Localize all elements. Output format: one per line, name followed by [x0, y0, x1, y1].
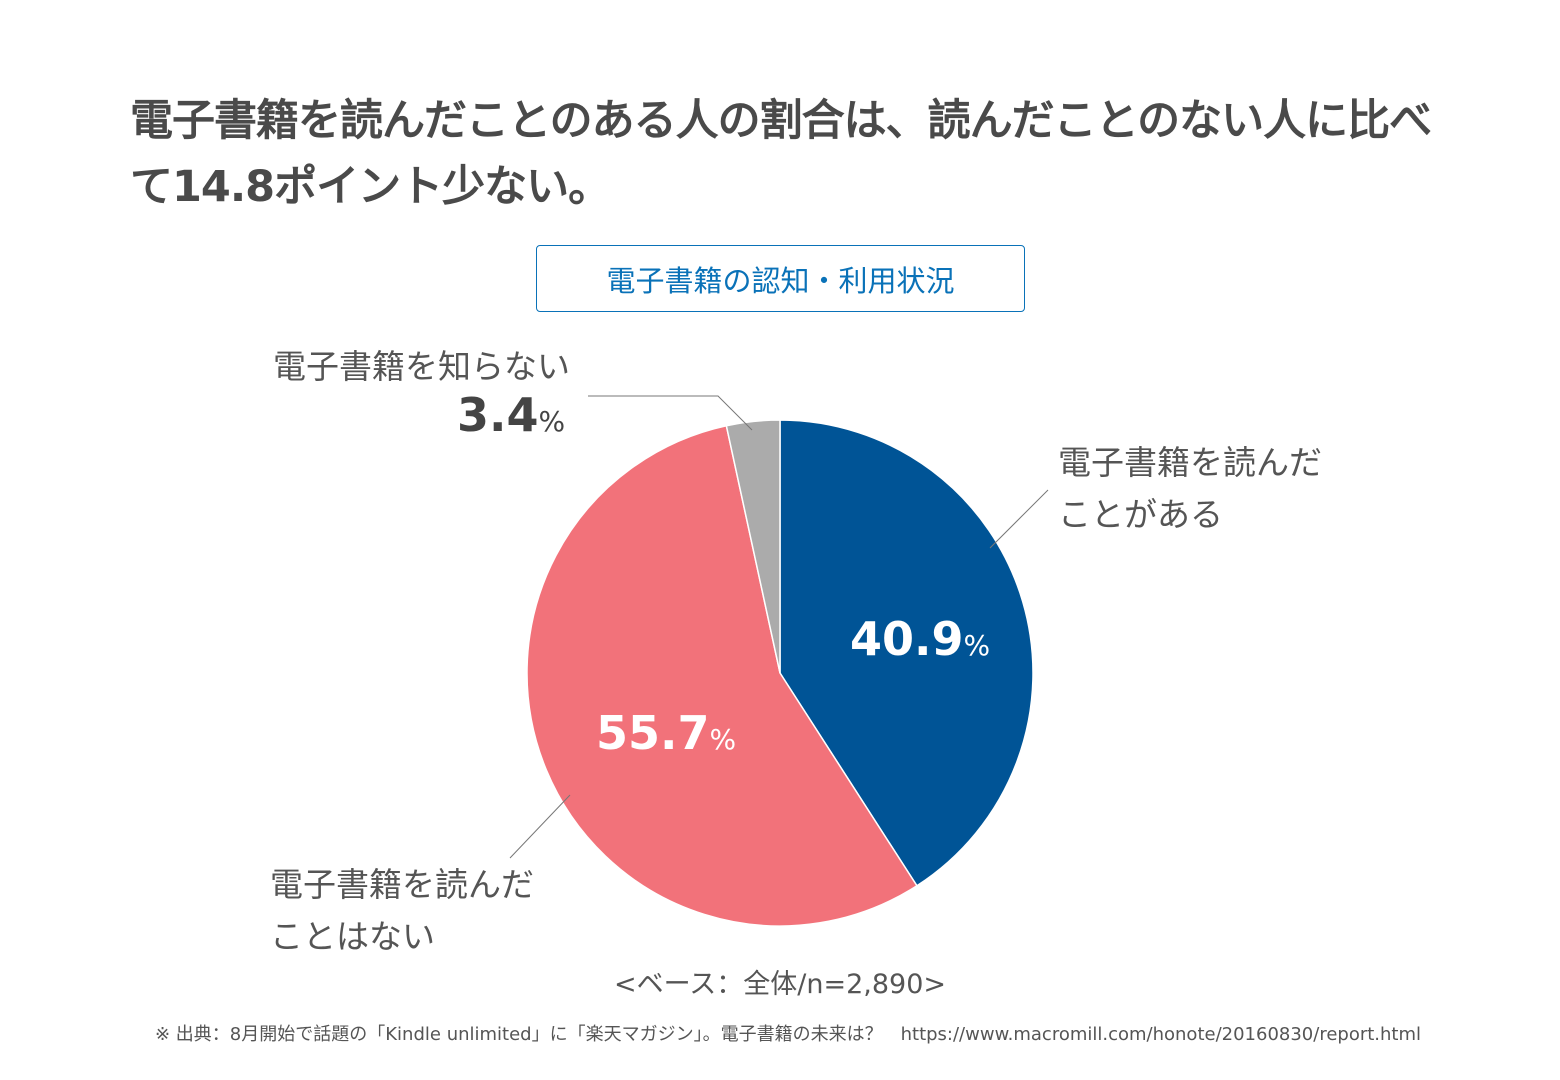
label-unknown: 電子書籍を知らない	[246, 341, 570, 393]
value-label-unknown: 3.4%	[457, 388, 566, 442]
leader-line-read	[989, 489, 1049, 549]
slice-read	[779, 419, 1034, 887]
base-note: <ベース：全体/n=2,890>	[613, 969, 947, 1000]
value-label-read: 40.9%	[850, 612, 991, 666]
value-label-not-read: 55.7%	[596, 706, 737, 760]
slice-unknown	[725, 419, 781, 674]
chart-title: 電子書籍の認知・利用状況	[536, 245, 1025, 312]
leader-line-not-read	[509, 794, 571, 859]
label-line: 電子書籍を読んだ	[270, 865, 534, 904]
label-line: ことはない	[270, 917, 435, 956]
page-title: 電子書籍を読んだことのある人の割合は、読んだことのない人に比べて14.8ポイント…	[130, 96, 1432, 212]
source-note: ※ 出典：8月開始で話題の「Kindle unlimited」に「楽天マガジン」…	[155, 1024, 1422, 1045]
label-line: 電子書籍を知らない	[273, 347, 570, 386]
label-line: ことがある	[1058, 495, 1223, 534]
leader-line-unknown	[588, 395, 753, 431]
slice-not-read	[526, 424, 918, 927]
label-read: 電子書籍を読んだ ことがある	[1058, 437, 1322, 541]
label-not-read: 電子書籍を読んだ ことはない	[270, 859, 534, 963]
label-line: 電子書籍を読んだ	[1058, 443, 1322, 482]
